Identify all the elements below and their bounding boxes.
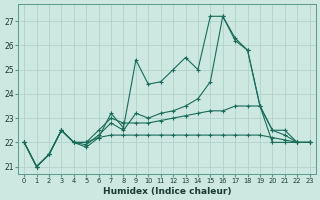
X-axis label: Humidex (Indice chaleur): Humidex (Indice chaleur)	[103, 187, 231, 196]
